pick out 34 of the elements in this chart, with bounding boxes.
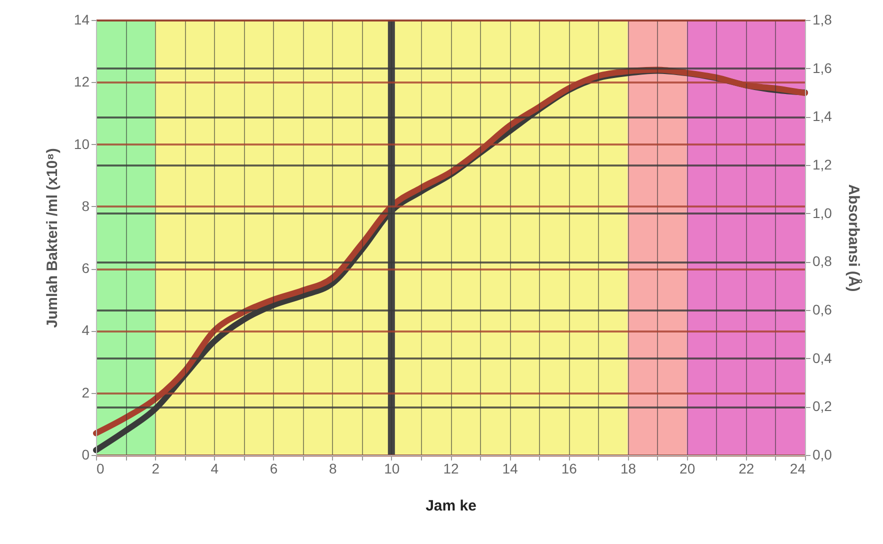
x-tick-label: 16 — [561, 460, 578, 476]
x-tick-label: 8 — [328, 460, 337, 476]
x-tick-label: 20 — [680, 460, 696, 476]
y-tick-label: 0 — [82, 446, 90, 462]
x-tick-label: 14 — [502, 460, 518, 476]
x-tick-label: 0 — [96, 460, 104, 476]
y-tick-label: 6 — [82, 260, 90, 276]
y-tick-label: 12 — [74, 74, 90, 90]
y2-tick-label: 1,2 — [812, 156, 832, 172]
y-tick-label: 10 — [74, 136, 90, 152]
x-axis-title: Jam ke — [426, 498, 476, 514]
y-tick-label: 14 — [74, 12, 90, 28]
y2-tick-label: 1,6 — [812, 60, 832, 76]
x-tick-label: 18 — [620, 460, 636, 476]
y2-tick-label: 1,4 — [812, 108, 832, 124]
y-axis-title: Jumlah Bakteri /ml (x10⁸) — [44, 148, 61, 328]
y2-tick-label: 1,8 — [812, 12, 832, 28]
y2-tick-label: 0,0 — [812, 446, 832, 462]
x-tick-label: 2 — [152, 460, 160, 476]
y2-tick-label: 0,8 — [812, 253, 832, 270]
y-tick-label: 2 — [82, 384, 90, 400]
y2-axis-title: Absorbansi (Å) — [844, 184, 863, 292]
x-tick-label: 4 — [210, 460, 219, 476]
x-tick-label: 6 — [270, 460, 278, 476]
y-tick-label: 8 — [82, 198, 90, 214]
x-tick-label: 24 — [790, 460, 806, 476]
x-tick-label: 10 — [384, 460, 400, 476]
y2-tick-label: 0,2 — [812, 398, 832, 414]
y-tick-label: 4 — [82, 322, 90, 338]
y2-tick-label: 0,4 — [812, 350, 832, 366]
x-tick-label: 12 — [443, 460, 459, 476]
x-tick-label: 22 — [738, 460, 754, 476]
y2-tick-label: 1,0 — [812, 204, 832, 221]
y2-tick-label: 0,6 — [812, 302, 832, 318]
